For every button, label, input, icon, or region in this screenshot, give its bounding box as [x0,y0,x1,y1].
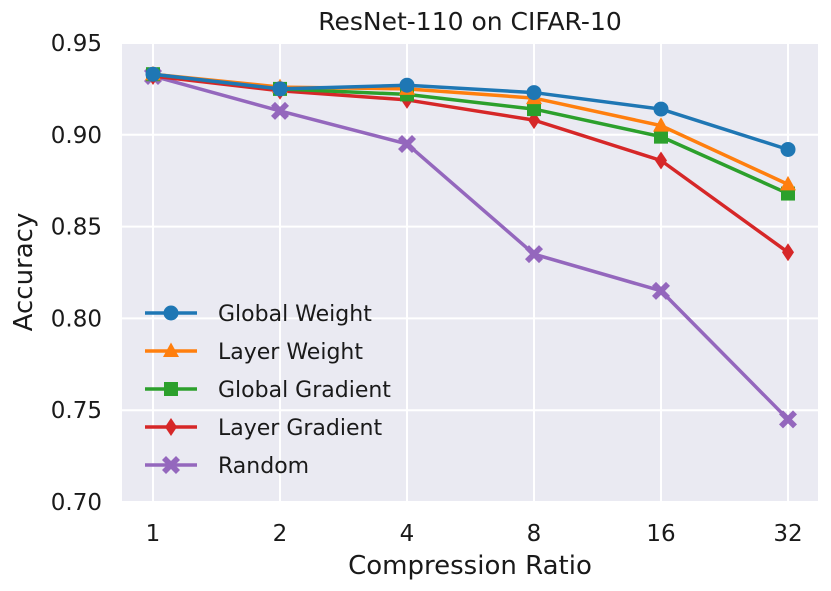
x-tick-label: 4 [400,521,415,547]
legend-marker [163,342,179,357]
data-point [780,175,796,191]
x-tick-label: 16 [646,521,675,547]
data-point [527,102,541,117]
y-axis-label: Accuracy [9,213,39,332]
data-point [780,141,796,157]
series-markers [144,65,797,429]
y-tick-label: 0.95 [51,31,102,57]
y-tick-label: 0.75 [51,398,102,424]
series-line [152,74,790,254]
x-tick-labels: 1 2 4 8 16 32 [146,521,803,547]
x-tick-label: 2 [273,521,288,547]
data-point [145,66,161,82]
data-point [653,101,669,117]
data-point [271,101,289,120]
series-line [152,74,790,421]
legend-label: Global Gradient [218,378,391,403]
data-point [399,77,415,93]
series-lines [152,72,790,421]
data-point [654,129,668,144]
legend-label: Layer Weight [218,340,363,365]
x-tick-label: 8 [527,521,542,547]
chart-title: ResNet-110 on CIFAR-10 [318,7,622,36]
plot-area [122,43,818,502]
legend-label: Random [218,454,309,479]
y-tick-labels: 0.70 0.75 0.80 0.85 0.90 0.95 [51,31,102,516]
data-point [782,243,794,262]
data-point [525,245,543,264]
data-point [653,117,669,132]
y-tick-label: 0.80 [51,306,102,332]
x-axis-label: Compression Ratio [348,551,592,581]
x-tick-label: 32 [773,521,802,547]
legend-marker [163,305,179,321]
data-point [779,410,797,429]
y-tick-label: 0.70 [51,490,102,516]
legend: Global Weight Layer Weight Global Gradient… [145,302,391,479]
y-tick-label: 0.90 [51,123,102,149]
data-point [526,85,542,101]
legend-marker [165,418,177,436]
y-tick-label: 0.85 [51,215,102,241]
data-point [655,151,667,170]
grid-lines [122,42,818,503]
data-point [652,281,670,300]
legend-marker [164,382,178,396]
data-point [272,81,288,97]
legend-marker [162,456,180,474]
legend-label: Layer Gradient [218,416,382,441]
x-tick-label: 1 [146,521,161,547]
data-point [398,134,416,153]
legend-label: Global Weight [218,302,372,327]
series-line [152,72,789,152]
